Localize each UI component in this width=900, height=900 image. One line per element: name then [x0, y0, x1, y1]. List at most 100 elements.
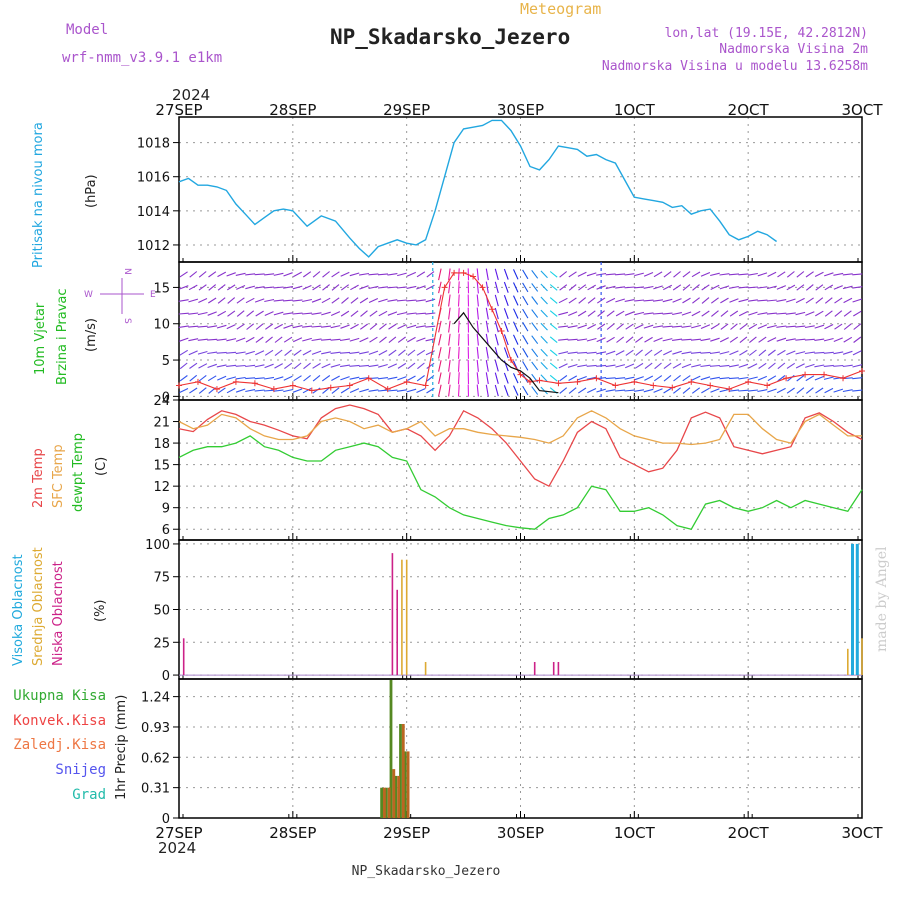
lonlat-text: lon,lat (19.15E, 42.2812N) [665, 26, 869, 41]
wind-barb [476, 359, 479, 372]
wind-barb [833, 337, 843, 343]
panel-frame [178, 678, 863, 819]
frz-rain-label: Zaledj.Kisa [13, 737, 106, 753]
wind-barb [476, 372, 479, 385]
wind-barb [512, 269, 519, 280]
wind-barb [531, 335, 539, 345]
wind-barb [179, 337, 189, 342]
wind-barb [292, 325, 303, 329]
wind-barb [178, 325, 189, 328]
wind-barb [558, 297, 568, 304]
wind-barb [824, 324, 834, 330]
y-tick-label: 0.31 [141, 782, 170, 797]
wind-barb [396, 389, 407, 392]
wind-barb [378, 350, 388, 356]
wind-barb [719, 337, 729, 343]
wind-barb [814, 324, 825, 329]
wind-barb [378, 363, 388, 368]
wind-barb [438, 268, 442, 281]
wind-barb [494, 360, 499, 372]
wind-barb [577, 324, 587, 329]
wind-barb [833, 364, 844, 367]
pressure-line [178, 119, 778, 258]
wind-barb [321, 325, 332, 328]
product-title: Meteogram [520, 0, 601, 18]
gust-marker [593, 375, 600, 382]
wind-barb [785, 312, 796, 315]
wind-barb [207, 325, 218, 328]
gust-marker [526, 378, 533, 385]
wind-barb [577, 351, 588, 354]
wind-barb [179, 375, 188, 382]
wind-barb [720, 310, 729, 317]
wind-label-1: 10m Vjetar [33, 302, 48, 375]
wind-barb [757, 299, 768, 302]
wind-barb [853, 323, 862, 330]
wind-barb [358, 364, 369, 367]
wind-barb [757, 389, 768, 393]
wind-barb [312, 387, 321, 394]
wind-barb [691, 271, 701, 278]
wind-barb [457, 294, 460, 307]
wind-barb [567, 325, 578, 329]
wind-barb [246, 310, 255, 317]
wind-barb [406, 312, 417, 315]
wind-barb [494, 384, 499, 397]
wind-barb [739, 336, 748, 344]
wind-barb [823, 376, 834, 380]
wind-barb [787, 374, 795, 382]
wind-barb [824, 272, 834, 277]
wind-barb [549, 323, 558, 330]
wind-barb [729, 336, 739, 343]
wind-barb [719, 364, 730, 367]
wind-barb [368, 389, 379, 392]
wind-barb [805, 387, 814, 394]
wind-barb [331, 271, 340, 278]
wind-barb [349, 272, 360, 277]
wind-barb [814, 338, 825, 341]
wind-barb [457, 307, 460, 320]
wind-barb [485, 333, 489, 346]
gust-marker [517, 371, 524, 378]
wind-barb [522, 385, 529, 396]
wind-barb [377, 273, 388, 276]
y-tick-label: 10 [153, 318, 170, 333]
wind-barb [208, 271, 217, 278]
wind-barb [494, 307, 499, 320]
wind-barb [340, 284, 350, 291]
wind-barb [767, 388, 777, 393]
wind-barb [302, 312, 313, 315]
wind-barb [188, 298, 199, 303]
wind-barb [852, 364, 863, 368]
wind-barb [577, 375, 587, 381]
wind-barb [605, 285, 616, 290]
wind-barb [805, 311, 815, 316]
wind-barb [503, 385, 509, 396]
wind-barb [457, 281, 460, 294]
wind-barb [681, 311, 692, 316]
wind-barb [494, 333, 499, 346]
wind-barb [207, 375, 217, 382]
wind-barb [293, 271, 302, 278]
wind-barb [398, 349, 406, 357]
wind-barb [643, 388, 654, 393]
wind-barb [359, 337, 369, 343]
wind-barb [349, 351, 360, 354]
wind-barb [691, 375, 701, 381]
wind-barb [540, 335, 548, 344]
total_rain-bar [394, 775, 398, 818]
wind-barb [701, 387, 710, 394]
wind-barb [292, 337, 303, 343]
wind-barb [786, 298, 796, 303]
wind-barb [653, 312, 664, 315]
low_cloud-bar [391, 553, 394, 676]
wind-barb [643, 285, 654, 289]
pressure-unit: (hPa) [84, 174, 99, 208]
wind-barb [663, 271, 672, 278]
wind-unit: (m/s) [84, 318, 99, 352]
wind-barb [302, 350, 312, 356]
wind-barb [577, 387, 587, 394]
wind-barb [217, 387, 226, 394]
wind-barb [303, 362, 311, 370]
wind-barb [644, 336, 653, 343]
